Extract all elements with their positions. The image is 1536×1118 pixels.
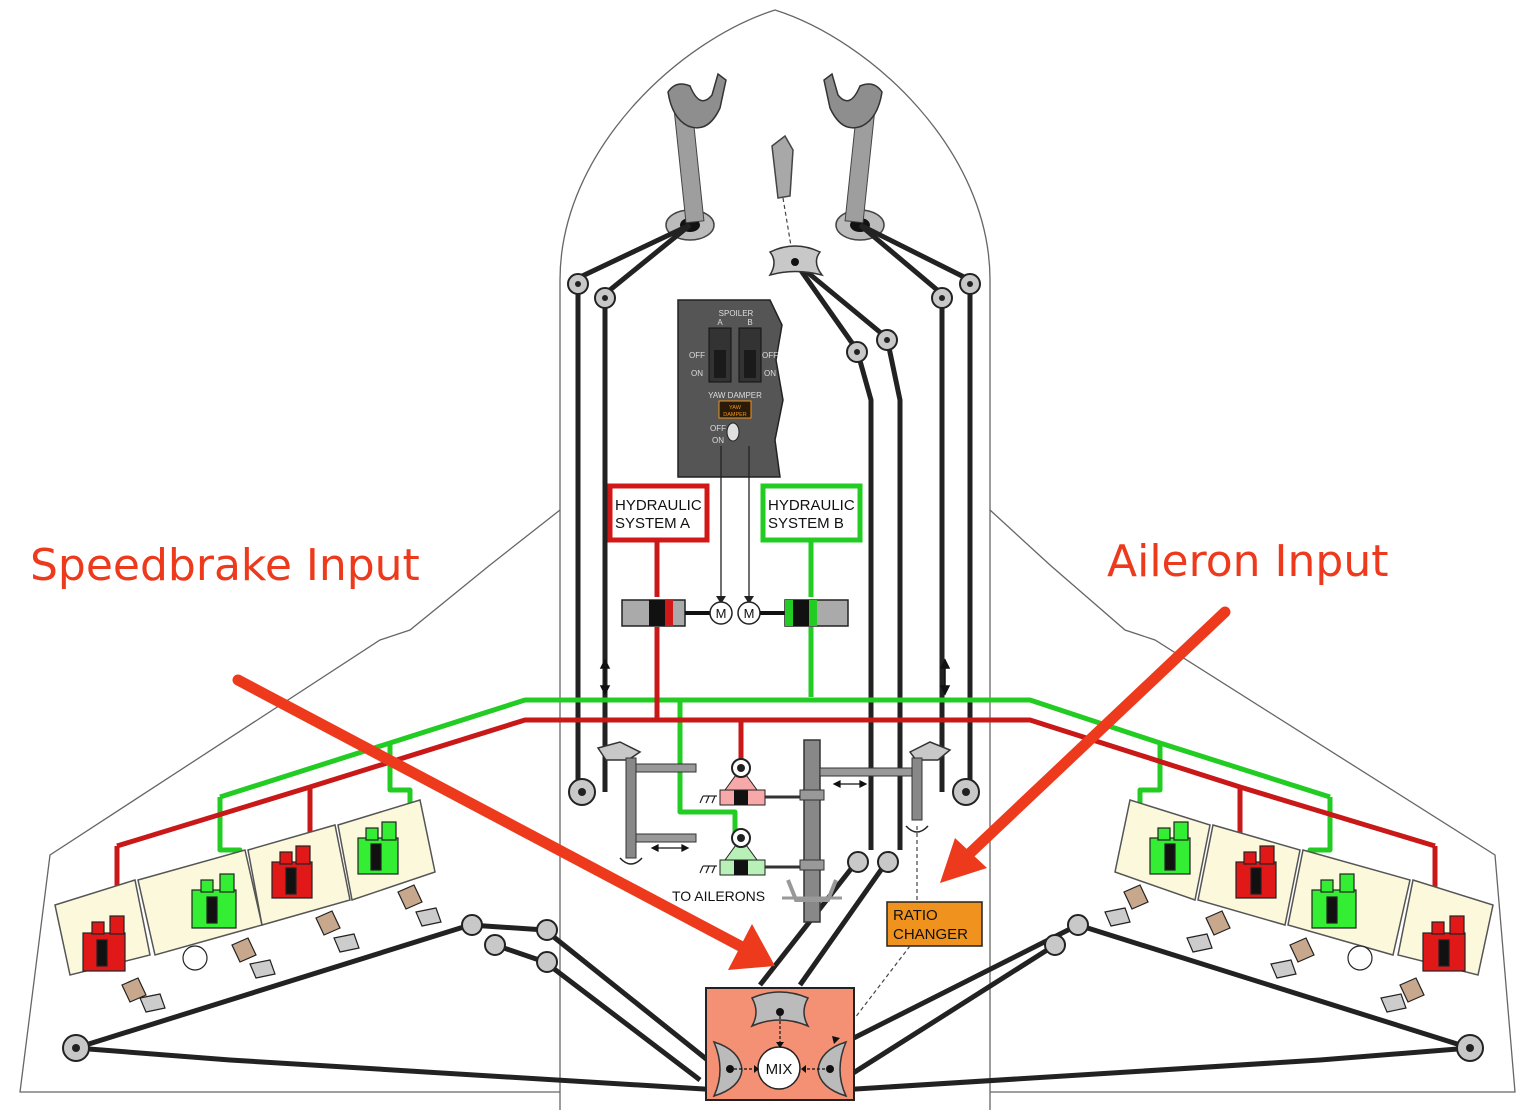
panel-yaw-off-label: OFF (710, 424, 726, 433)
panel-switch-a-label: A (717, 318, 723, 327)
panel-switch-b-label: B (747, 318, 752, 327)
panel-off-label-b: OFF (762, 351, 778, 360)
right-spoiler-actuators (1104, 821, 1466, 1013)
panel-on-label-b: ON (764, 369, 776, 378)
mixer-box: MIX (705, 987, 855, 1101)
svg-text:CHANGER: CHANGER (893, 926, 968, 943)
svg-text:RATIO: RATIO (893, 907, 938, 924)
hydraulic-system-a-box: HYDRAULIC SYSTEM A (607, 483, 710, 543)
motor-a (709, 601, 733, 625)
speedbrake-input-label: Speedbrake Input (30, 540, 420, 591)
svg-text:HYDRAULIC: HYDRAULIC (768, 497, 855, 514)
svg-text:SYSTEM B: SYSTEM B (768, 515, 844, 532)
first-officer-control-wheel (823, 72, 885, 241)
spoiler-yaw-damper-panel: SPOILER A B OFF ON OFF ON YAW DAMPER YAW… (677, 299, 784, 478)
svg-text:HYDRAULIC: HYDRAULIC (615, 497, 702, 514)
panel-yaw-damper-label: YAW DAMPER (708, 391, 762, 400)
aircraft-outline (19, 9, 1516, 1110)
svg-text:MIX: MIX (766, 1061, 793, 1078)
svg-text:M: M (744, 606, 755, 621)
to-ailerons-label: TO AILERONS (672, 888, 765, 904)
svg-text:SYSTEM A: SYSTEM A (615, 515, 690, 532)
svg-text:YAW: YAW (729, 405, 742, 411)
panel-on-label-a: ON (691, 369, 703, 378)
speedbrake-lever (771, 134, 794, 259)
left-spoiler-actuators (82, 821, 442, 1013)
yaw-damper-actuators: M M (621, 599, 849, 627)
aileron-input-label: Aileron Input (1107, 536, 1388, 587)
mix-node (757, 1046, 801, 1090)
travel-arrows (599, 658, 951, 696)
panel-off-label-a: OFF (689, 351, 705, 360)
ratio-changer: RATIO CHANGER (837, 826, 983, 1041)
aileron-power-control-unit (596, 739, 952, 923)
yaw-damper-switch[interactable] (726, 422, 740, 442)
panel-spoiler-label: SPOILER (719, 309, 754, 318)
yaw-damper-light (718, 400, 752, 419)
speedbrake-bellcrank (768, 245, 824, 277)
cable-pulleys (62, 273, 1484, 1062)
panel-yaw-on-label: ON (712, 436, 724, 445)
captain-control-wheel (665, 72, 727, 241)
hydraulic-system-b-box: HYDRAULIC SYSTEM B (760, 483, 863, 543)
aileron-input-arrow (940, 606, 1231, 883)
svg-text:M: M (716, 606, 727, 621)
svg-text:DAMPER: DAMPER (723, 412, 747, 418)
speedbrake-input-arrow (232, 674, 775, 970)
